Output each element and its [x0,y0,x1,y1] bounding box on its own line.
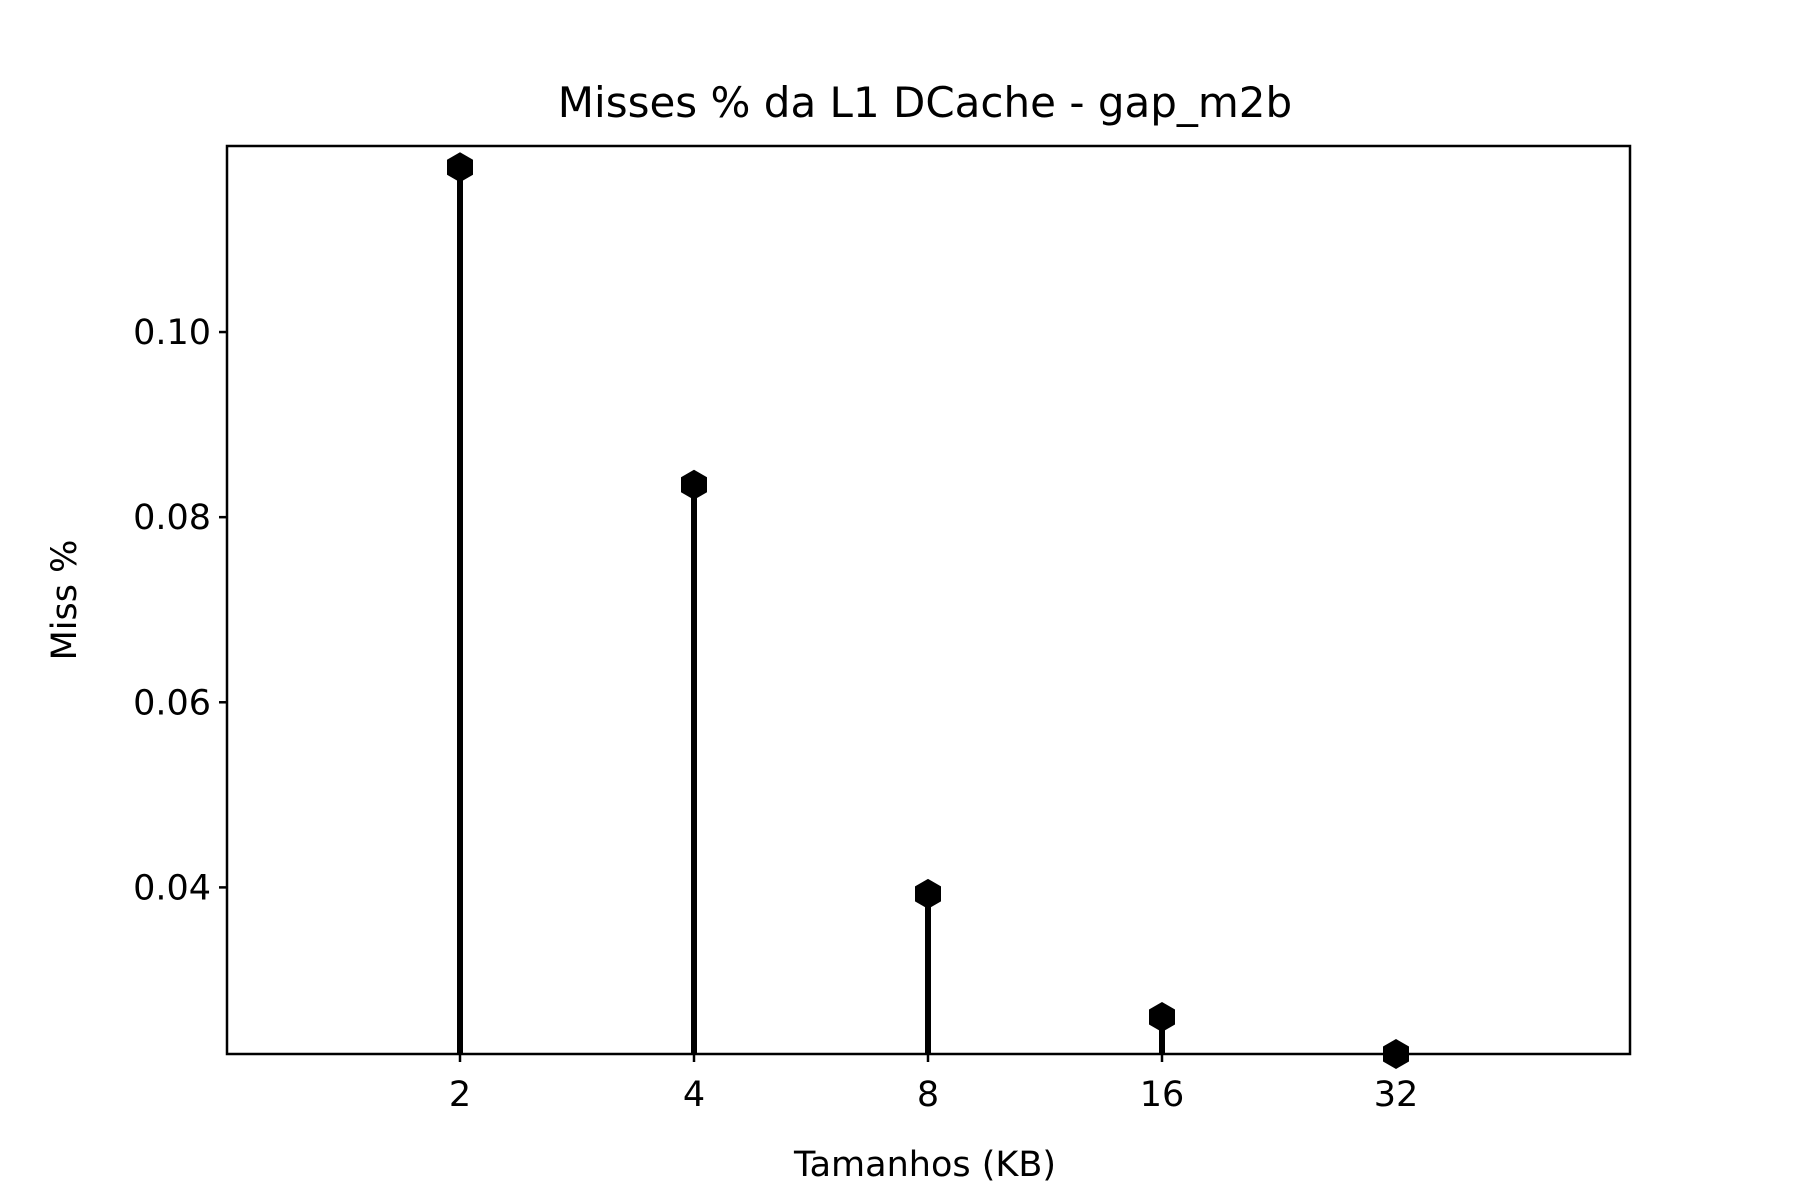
stem-marker-4 [681,469,707,500]
y-tick-label: 0.08 [133,498,211,538]
stem-marker-8 [915,878,941,909]
x-axis-label: Tamanhos (KB) [793,1145,1056,1185]
y-tick-label: 0.04 [133,868,211,908]
x-tick-label: 8 [917,1075,939,1115]
x-tick-label: 32 [1374,1075,1419,1115]
x-ticks: 2 4 8 16 32 [449,1054,1418,1115]
y-tick-label: 0.06 [133,683,211,723]
x-tick-label: 4 [683,1075,705,1115]
y-axis-label: Miss % [45,540,85,661]
chart-title: Misses % da L1 DCache - gap_m2b [558,78,1292,127]
stem-marker-16 [1149,1002,1175,1032]
y-ticks: 0.04 0.06 0.08 0.10 [133,313,227,908]
stem-marker-2 [447,152,473,183]
x-tick-label: 16 [1140,1075,1185,1115]
x-tick-label: 2 [449,1075,471,1115]
plot-layer [447,152,1409,1069]
y-tick-label: 0.10 [133,313,211,353]
